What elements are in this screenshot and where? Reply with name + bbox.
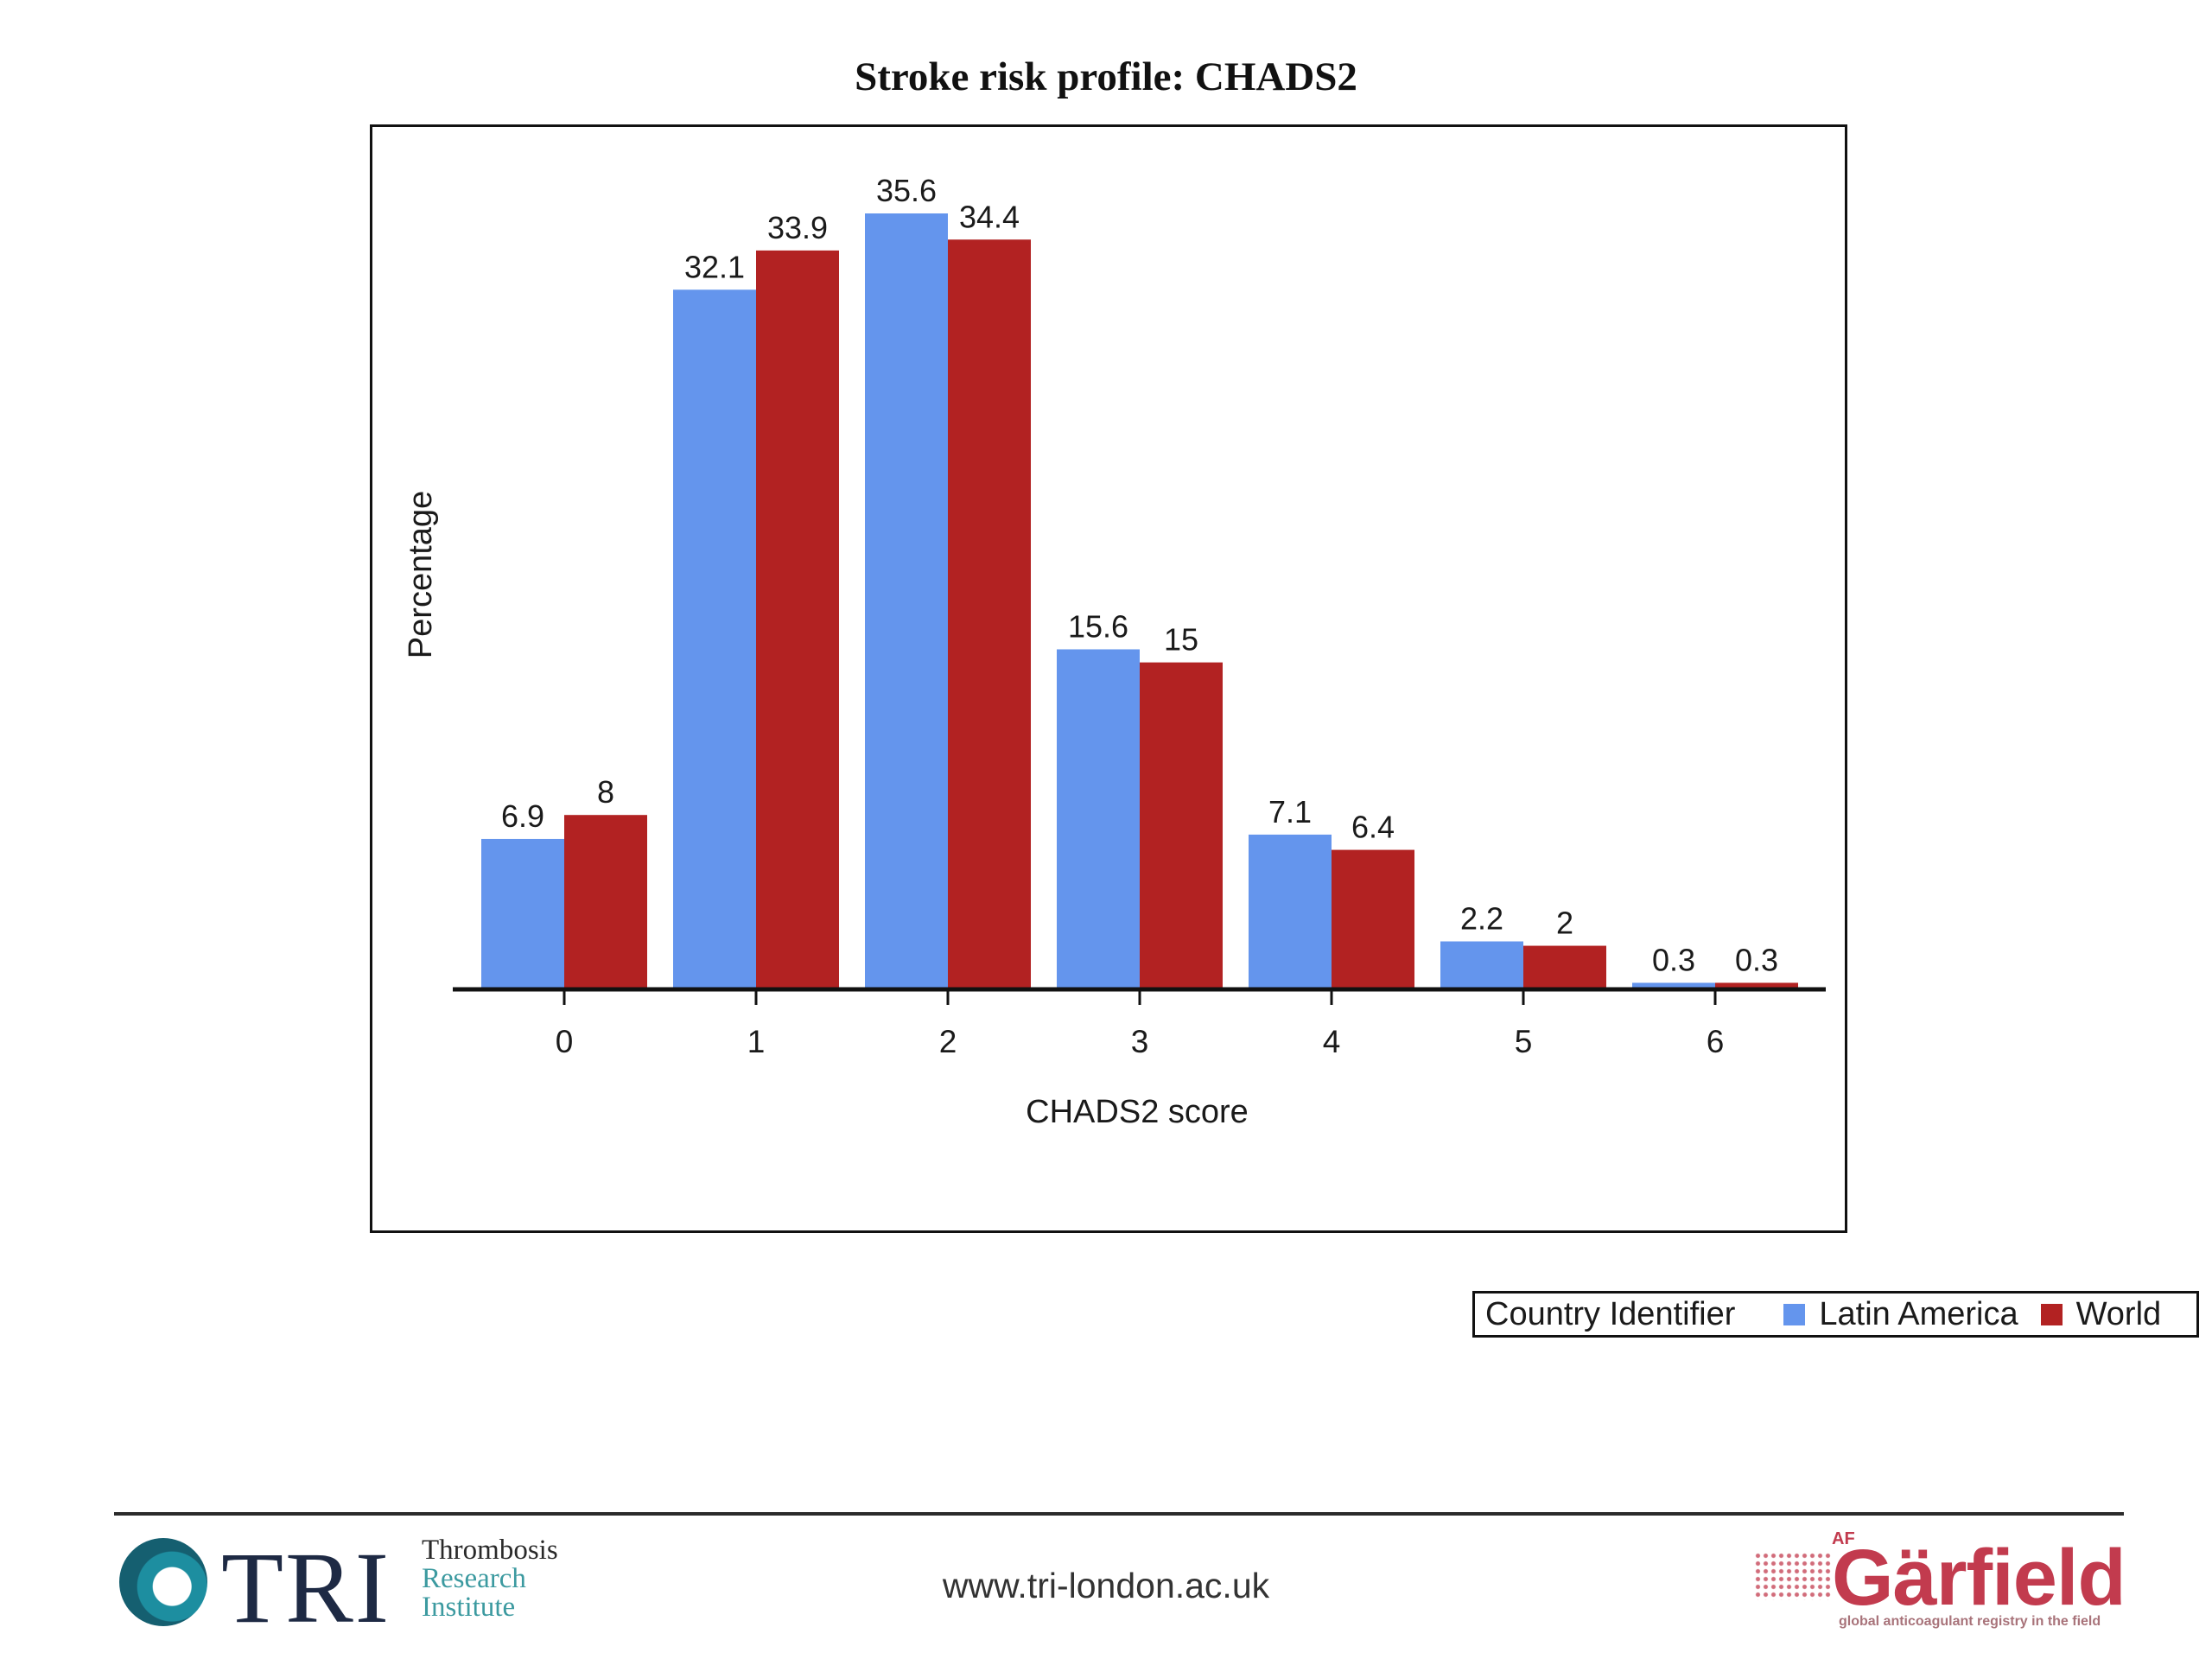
x-axis-label: CHADS2 score [1026, 1094, 1249, 1130]
x-tick-label-0: 0 [556, 1024, 574, 1059]
data-label-latin-america-4: 7.1 [1268, 794, 1312, 830]
legend-swatch-latin-america [1783, 1303, 1806, 1325]
data-label-latin-america-6: 0.3 [1652, 942, 1695, 977]
bar-world-0 [564, 815, 647, 989]
tri-logo-line3: Institute [422, 1592, 516, 1623]
tri-logo-letters: TRI [221, 1531, 391, 1644]
bar-latin-america-5 [1440, 941, 1523, 989]
garfield-logo-superscript: AF [1832, 1529, 1855, 1548]
bar-latin-america-3 [1057, 649, 1140, 989]
legend-label-world: World [2075, 1295, 2162, 1332]
x-tick-label-2: 2 [939, 1024, 957, 1059]
y-axis-label: Percentage [403, 491, 439, 658]
x-tick-label-3: 3 [1131, 1024, 1149, 1059]
garfield-dots-icon [1754, 1552, 1832, 1600]
bar-world-3 [1140, 662, 1223, 989]
data-label-world-0: 8 [597, 774, 614, 810]
garfield-logo-word: Gärfield [1832, 1534, 2126, 1622]
bar-latin-america-1 [673, 289, 756, 989]
bar-latin-america-4 [1249, 834, 1332, 989]
garfield-logo-tagline: global anticoagulant registry in the fie… [1839, 1614, 2101, 1629]
footer-url: www.tri-london.ac.uk [942, 1566, 1270, 1605]
x-tick-label-5: 5 [1515, 1024, 1533, 1059]
bar-latin-america-6 [1632, 982, 1715, 989]
x-tick-label-6: 6 [1707, 1024, 1725, 1059]
slide-title: Stroke risk profile: CHADS2 [855, 54, 1357, 99]
data-label-world-1: 33.9 [767, 210, 828, 245]
bar-world-6 [1715, 982, 1798, 989]
bar-world-5 [1523, 945, 1606, 989]
legend-item-world: World [2040, 1295, 2162, 1333]
data-label-latin-america-3: 15.6 [1068, 608, 1128, 644]
bar-world-2 [948, 239, 1031, 989]
bar-latin-america-2 [865, 213, 948, 989]
legend-swatch-world [2040, 1303, 2063, 1325]
data-label-world-6: 0.3 [1735, 942, 1778, 977]
bar-latin-america-0 [481, 838, 564, 989]
tri-logo: TRI Thrombosis Research Institute [119, 1531, 569, 1644]
tri-logo-name: Thrombosis Research Institute [422, 1536, 558, 1622]
x-tick-label-1: 1 [747, 1024, 766, 1059]
data-label-latin-america-0: 6.9 [501, 798, 544, 834]
legend-title: Country Identifier [1485, 1295, 1736, 1332]
bar-world-1 [756, 250, 839, 989]
bar-world-4 [1332, 849, 1414, 989]
tri-circle-icon [119, 1538, 207, 1626]
data-label-world-2: 34.4 [959, 199, 1020, 234]
chart-frame: 6.9 8 0 32.1 33.9 1 35.6 34.4 2 15.6 15 3 7.1 6.4 4 2.2… [370, 124, 2199, 1338]
bar-chart: 6.9 8 0 32.1 33.9 1 35.6 34.4 2 15.6 15 3 7.1 6.4 4 2.2… [403, 173, 1826, 1130]
tri-logo-line1: Thrombosis [422, 1535, 558, 1566]
chart-legend: Country Identifier Latin America World [1472, 1291, 2199, 1338]
legend-item-latin-america: Latin America [1783, 1296, 2018, 1333]
tri-logo-line2: Research [422, 1563, 526, 1594]
data-label-latin-america-5: 2.2 [1460, 901, 1503, 937]
data-label-world-4: 6.4 [1351, 810, 1395, 845]
footer-divider [114, 1512, 2124, 1516]
data-label-world-5: 2 [1556, 906, 1573, 941]
data-label-world-3: 15 [1164, 622, 1198, 658]
data-label-latin-america-1: 32.1 [684, 249, 745, 284]
legend-label-latin-america: Latin America [1819, 1295, 2018, 1332]
data-label-latin-america-2: 35.6 [876, 173, 937, 208]
garfield-logo: AF Gärfield global anticoagulant registr… [1754, 1529, 2126, 1629]
x-tick-label-4: 4 [1323, 1024, 1341, 1059]
